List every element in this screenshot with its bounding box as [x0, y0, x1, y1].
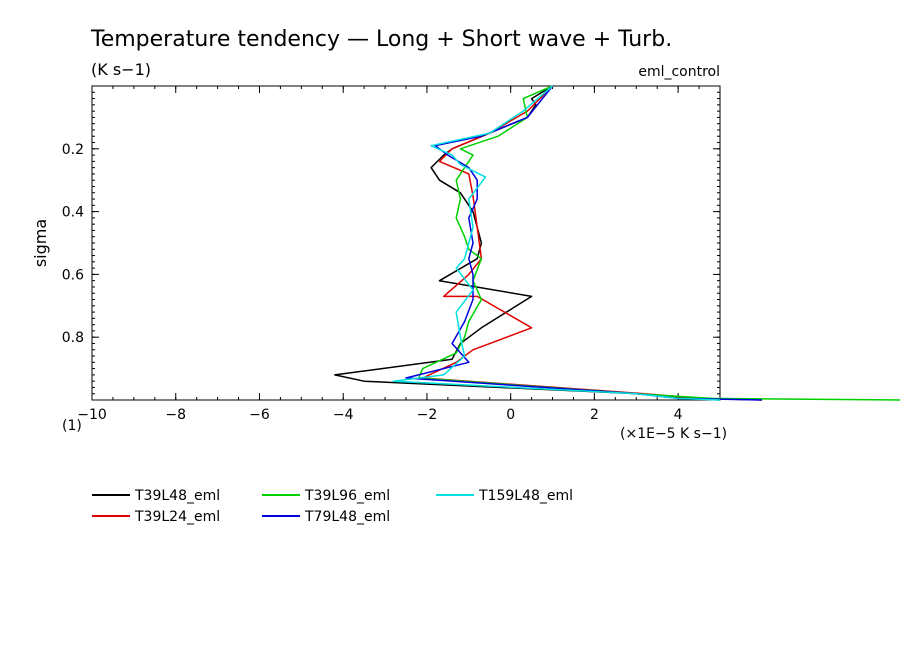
legend-label: T79L48_eml	[304, 509, 390, 525]
x-tick-label: 4	[674, 407, 683, 423]
series-line-t39l96_eml	[417, 85, 901, 401]
x-tick-label: −6	[249, 407, 270, 423]
x-tick-label: 2	[590, 407, 599, 423]
figure-number: (1)	[62, 418, 82, 434]
x-axis-units: (×1E−5 K s−1)	[620, 426, 727, 442]
x-tick-label: −10	[77, 407, 107, 423]
y-tick-label: 0.4	[62, 205, 84, 221]
experiment-label: eml_control	[638, 64, 720, 80]
legend-label: T159L48_eml	[478, 488, 573, 504]
legend-label: T39L24_eml	[134, 509, 220, 525]
series-line-t159l48_eml	[392, 85, 721, 401]
plot-frame	[91, 85, 721, 401]
series-line-t39l48_eml	[334, 85, 721, 401]
x-tick-label: 0	[506, 407, 515, 423]
x-tick-label: −2	[417, 407, 438, 423]
y-tick-label: 0.6	[62, 267, 84, 283]
legend-label: T39L96_eml	[304, 488, 390, 504]
y-tick-label: 0.2	[62, 142, 84, 158]
y-tick-label: 0.8	[62, 330, 84, 346]
chart-title: Temperature tendency — Long + Short wave…	[90, 27, 672, 52]
y-axis-label: sigma	[31, 219, 50, 267]
x-tick-label: −4	[333, 407, 354, 423]
chart-units: (K s−1)	[91, 60, 151, 79]
x-tick-label: −8	[165, 407, 186, 423]
legend-label: T39L48_eml	[134, 488, 220, 504]
series-line-t79l48_eml	[405, 85, 762, 401]
